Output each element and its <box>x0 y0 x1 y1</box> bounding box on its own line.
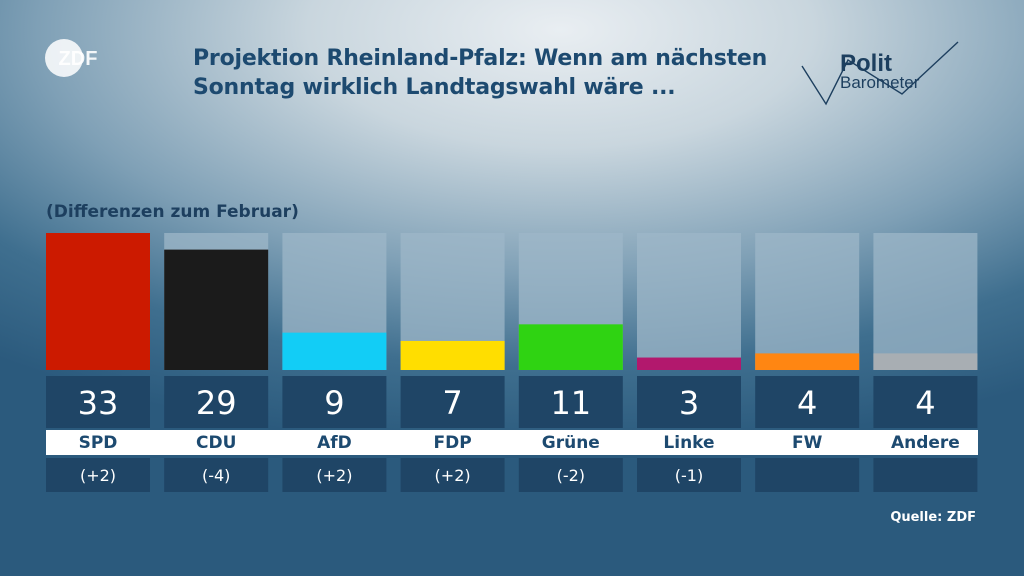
value-label: 4 <box>915 384 935 422</box>
bar-fw <box>755 353 860 370</box>
bar-background <box>637 233 741 370</box>
logo-barometer-text: Barometer <box>840 73 920 92</box>
zdf-logo: ZDF <box>45 39 98 77</box>
value-label: 4 <box>797 384 817 422</box>
party-label: SPD <box>79 433 118 453</box>
change-label: (+2) <box>80 466 116 485</box>
change-label: (+2) <box>316 466 352 485</box>
bar-cdu <box>164 249 269 370</box>
party-label: AfD <box>317 433 352 453</box>
value-label: 33 <box>78 384 119 422</box>
bar-fdp <box>400 340 505 370</box>
change-label: (+2) <box>435 466 471 485</box>
party-label: CDU <box>196 433 236 453</box>
bar-background <box>873 233 978 370</box>
value-box <box>164 376 269 428</box>
value-label: 29 <box>196 384 237 422</box>
bar-linke <box>637 357 741 370</box>
value-label: 7 <box>442 384 462 422</box>
value-label: 3 <box>679 384 699 422</box>
value-box <box>282 376 387 428</box>
bar-afd <box>282 332 387 370</box>
change-box <box>637 458 741 492</box>
change-box <box>164 458 269 492</box>
party-label-strip <box>46 430 978 455</box>
value-box <box>755 376 860 428</box>
party-label: FDP <box>434 433 472 453</box>
change-box <box>46 458 150 492</box>
change-box <box>518 458 623 492</box>
bar-spd <box>46 233 150 370</box>
party-label: FW <box>792 433 823 453</box>
change-box <box>282 458 387 492</box>
value-box <box>873 376 978 428</box>
bar-background <box>755 233 860 370</box>
party-label: Andere <box>891 433 960 453</box>
change-box <box>873 458 978 492</box>
value-box <box>46 376 150 428</box>
change-label: (-2) <box>557 466 585 485</box>
value-box <box>637 376 741 428</box>
change-box <box>400 458 505 492</box>
party-label: Grüne <box>542 433 600 453</box>
value-box <box>400 376 505 428</box>
value-label: 9 <box>324 384 344 422</box>
bar-andere <box>873 353 978 370</box>
value-box <box>518 376 623 428</box>
politbarometer-logo: Polit Barometer <box>801 41 959 106</box>
change-label: (-1) <box>675 466 703 485</box>
party-label: Linke <box>663 433 714 453</box>
zdf-logo-text: ZDF <box>59 48 98 70</box>
chart-title: Projektion Rheinland-Pfalz: Wenn am näch… <box>193 46 768 100</box>
source-label: Quelle: ZDF <box>890 510 976 525</box>
change-box <box>755 458 860 492</box>
chart-subtitle: (Differenzen zum Februar) <box>46 202 299 222</box>
change-label: (-4) <box>202 466 230 485</box>
value-label: 11 <box>550 384 591 422</box>
bar-grüne <box>518 324 623 370</box>
logo-polit-text: Polit <box>840 50 892 77</box>
